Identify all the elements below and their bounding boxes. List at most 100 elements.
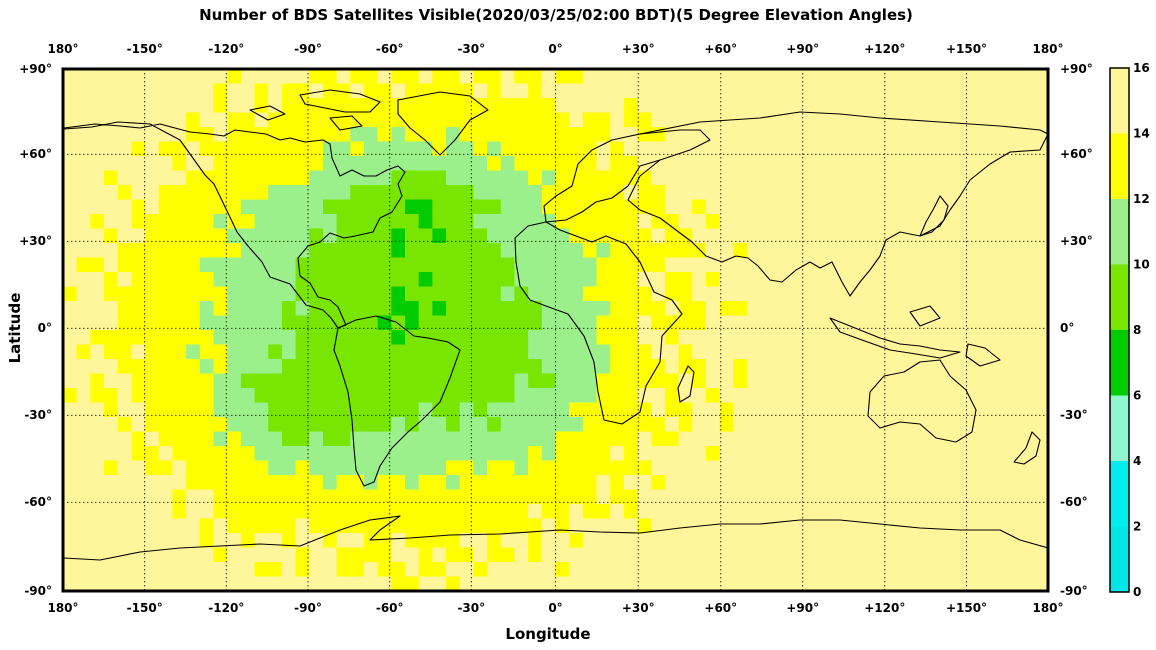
heat-cell [391, 112, 406, 128]
heat-cell [213, 83, 228, 99]
heat-cell [774, 156, 789, 172]
heat-cell [1020, 402, 1035, 418]
heat-cell [391, 446, 406, 462]
heat-cell [199, 344, 215, 360]
heat-cell [1006, 170, 1022, 186]
heat-cell [76, 446, 91, 462]
heat-cell [719, 83, 734, 99]
heat-cell [459, 330, 475, 346]
heat-cell [623, 344, 639, 360]
heat-cell [131, 301, 146, 317]
heat-cell [158, 243, 174, 259]
heat-cell [760, 417, 775, 433]
heat-cell [965, 141, 981, 157]
heat-cell [186, 272, 201, 288]
heat-cell [815, 576, 830, 591]
heat-cell [856, 170, 871, 186]
heat-cell [295, 228, 310, 244]
heat-cell [952, 286, 967, 302]
heat-cell [651, 69, 666, 85]
heat-cell [514, 141, 529, 157]
heat-cell [774, 199, 789, 215]
heat-cell [391, 475, 406, 491]
heat-cell [281, 141, 297, 157]
heat-cell [541, 359, 557, 375]
heat-cell [610, 446, 625, 462]
heat-cell [924, 286, 940, 302]
heat-cell [692, 156, 707, 172]
heat-cell [514, 185, 529, 201]
heat-cell [240, 83, 256, 99]
heat-cell [760, 533, 775, 549]
heat-cell [104, 69, 119, 85]
heat-cell [924, 141, 940, 157]
heat-cell [405, 344, 420, 360]
heat-cell [774, 504, 789, 520]
heat-cell [309, 388, 324, 404]
heat-cell [774, 330, 789, 346]
heat-cell [747, 489, 762, 505]
heat-cell [897, 199, 912, 215]
heat-cell [131, 243, 146, 259]
heat-cell [692, 127, 707, 143]
heat-cell [788, 446, 803, 462]
heat-cell [747, 156, 762, 172]
heat-cell [938, 489, 953, 505]
heat-cell [199, 156, 215, 172]
heat-cell [897, 460, 912, 476]
heat-cell [856, 533, 871, 549]
heat-cell [90, 417, 105, 433]
heat-cell [131, 170, 146, 186]
heat-cell [158, 257, 174, 273]
heat-cell [842, 112, 858, 128]
heat-cell [760, 156, 775, 172]
heat-cell [405, 83, 420, 99]
heat-cell [829, 402, 844, 418]
heat-cell [377, 576, 392, 591]
heat-cell [336, 359, 351, 375]
heat-cell [541, 533, 557, 549]
heat-cell [801, 112, 817, 128]
heat-cell [295, 243, 310, 259]
heat-cell [90, 156, 105, 172]
heat-cell [747, 272, 762, 288]
heat-cell [336, 562, 351, 578]
heat-cell [391, 388, 406, 404]
heat-cell [678, 431, 693, 447]
heat-cell [801, 359, 817, 375]
heat-cell [924, 112, 940, 128]
heat-cell [350, 576, 365, 591]
heat-cell [418, 257, 433, 273]
heat-cell [1020, 199, 1035, 215]
heat-cell [965, 533, 981, 549]
heat-cell [1034, 475, 1048, 491]
heat-cell [199, 417, 215, 433]
heat-cell [678, 359, 693, 375]
heat-cell [90, 199, 105, 215]
heat-cell [924, 359, 940, 375]
heat-cell [350, 417, 365, 433]
heat-cell [172, 199, 187, 215]
heat-cell [924, 388, 940, 404]
heat-cell [965, 344, 981, 360]
heat-cell [747, 228, 762, 244]
heat-cell [63, 141, 78, 157]
heat-cell [924, 417, 940, 433]
heat-cell [268, 417, 283, 433]
top-lon-tick: +120° [864, 42, 905, 56]
heat-cell [63, 344, 78, 360]
heat-cell [719, 170, 734, 186]
heat-cell [227, 257, 242, 273]
heat-cell [1006, 533, 1022, 549]
heat-cell [623, 417, 639, 433]
colorbar-band [1110, 395, 1129, 461]
heat-cell [664, 460, 680, 476]
heat-cell [131, 228, 146, 244]
heat-cell [883, 112, 899, 128]
heat-cell [897, 547, 912, 563]
heat-cell [405, 185, 420, 201]
heat-cell [514, 243, 529, 259]
heat-cell [528, 112, 543, 128]
heat-cell [145, 228, 160, 244]
heat-cell [678, 185, 693, 201]
